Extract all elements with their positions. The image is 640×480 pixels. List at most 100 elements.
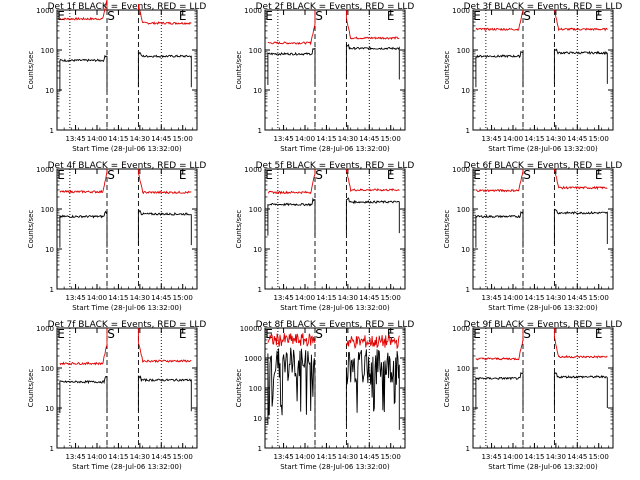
x-tick-label: 14:00 [87, 453, 107, 461]
x-tick-label: 14:45 [151, 135, 171, 143]
events-series-line [475, 211, 524, 248]
x-axis-label: Start Time (28-Jul-06 13:32:00) [280, 304, 390, 312]
y-tick-label: 1000 [36, 7, 54, 15]
panel-det-2: Det 2f BLACK = Events, RED = LLD 1 10 100 10… [235, 2, 414, 153]
lld-series-line [345, 10, 400, 40]
x-tick-label: 14:45 [567, 294, 587, 302]
y-tick-label: 1 [466, 286, 470, 294]
plot-frame [56, 327, 198, 449]
x-tick-label: 14:00 [87, 294, 107, 302]
x-tick-label: 14:30 [130, 135, 150, 143]
panel-det-9: Det 9f BLACK = Events, RED = LLD 1 10 100 10… [443, 320, 622, 471]
y-tick-label: 100 [249, 385, 262, 393]
x-tick-label: 13:45 [65, 135, 85, 143]
y-tick-label: 100 [249, 206, 262, 214]
panel-title: Det 9f BLACK = Events, RED = LLD [464, 320, 623, 330]
lld-series-line [137, 328, 192, 363]
plot-frame [56, 168, 198, 290]
event-marker: E [473, 168, 481, 182]
y-tick-label: 1000 [452, 166, 470, 174]
panel-det-3: Det 3f BLACK = Events, RED = LLD 1 10 100 10… [443, 2, 622, 153]
x-tick-label: 14:15 [108, 294, 128, 302]
x-tick-label: 14:45 [359, 135, 379, 143]
events-series-line [137, 51, 192, 88]
y-tick-label: 10 [461, 405, 470, 413]
x-tick-label: 15:00 [173, 453, 193, 461]
panel-title: Det 7f BLACK = Events, RED = LLD [48, 320, 207, 330]
events-series-line [553, 48, 608, 84]
x-tick-label: 14:30 [130, 294, 150, 302]
event-marker: S [523, 327, 531, 341]
y-axis-label: Counts/sec [235, 51, 243, 90]
lld-series-line [345, 334, 400, 350]
events-series-line [475, 372, 524, 410]
lld-series-line [553, 169, 608, 191]
x-tick-label: 14:30 [338, 294, 358, 302]
panel-title: Det 6f BLACK = Events, RED = LLD [464, 161, 623, 171]
event-marker: S [315, 168, 323, 182]
y-tick-label: 10 [253, 87, 262, 95]
y-axis-label: Counts/sec [443, 210, 451, 249]
events-series-line [137, 375, 192, 412]
x-axis-label: Start Time (28-Jul-06 13:32:00) [488, 463, 598, 471]
events-series-line [345, 349, 400, 430]
x-tick-label: 14:30 [546, 135, 566, 143]
panel-title: Det 5f BLACK = Events, RED = LLD [256, 161, 415, 171]
y-tick-label: 10000 [240, 325, 262, 333]
events-series-line [553, 208, 608, 244]
event-marker: E [179, 9, 187, 23]
events-series-line [59, 54, 108, 92]
plot-frame [472, 168, 614, 290]
plot-frame [472, 9, 614, 131]
event-marker: E [387, 327, 395, 341]
panel-det-8: Det 8f BLACK = Events, RED = LLD 1 10 100 10… [235, 320, 414, 471]
x-tick-label: 14:45 [359, 294, 379, 302]
lld-series-line [475, 328, 524, 361]
y-tick-label: 10 [253, 246, 262, 254]
panel-title: Det 2f BLACK = Events, RED = LLD [256, 2, 415, 12]
x-tick-label: 15:00 [173, 294, 193, 302]
event-marker: E [57, 168, 65, 182]
plot-frame [56, 9, 198, 131]
event-marker: S [107, 9, 115, 23]
y-axis-label: Counts/sec [27, 51, 35, 90]
x-tick-label: 13:45 [481, 135, 501, 143]
event-marker: S [523, 9, 531, 23]
events-series-line [59, 375, 108, 413]
lld-series-line [59, 328, 108, 366]
panel-det-5: Det 5f BLACK = Events, RED = LLD 1 10 100 10… [235, 161, 414, 312]
y-tick-label: 100 [457, 365, 470, 373]
x-tick-label: 15:00 [381, 294, 401, 302]
x-axis-label: Start Time (28-Jul-06 13:32:00) [72, 463, 182, 471]
event-marker: E [595, 9, 603, 23]
x-tick-label: 15:00 [381, 453, 401, 461]
y-tick-label: 1000 [244, 7, 262, 15]
y-tick-label: 100 [41, 47, 54, 55]
x-tick-label: 14:00 [295, 453, 315, 461]
event-marker: E [473, 9, 481, 23]
event-marker: E [387, 9, 395, 23]
x-tick-label: 14:00 [295, 294, 315, 302]
y-tick-label: 10 [45, 405, 54, 413]
events-series-line [59, 210, 108, 248]
y-tick-label: 1000 [36, 325, 54, 333]
events-series-line [267, 47, 316, 85]
x-axis-label: Start Time (28-Jul-06 13:32:00) [280, 463, 390, 471]
event-marker: S [107, 168, 115, 182]
events-series-line [137, 209, 192, 246]
y-tick-label: 1 [466, 127, 470, 135]
y-tick-label: 1000 [244, 355, 262, 363]
lld-series-line [59, 169, 108, 194]
x-tick-label: 14:45 [567, 135, 587, 143]
x-tick-label: 14:15 [316, 135, 336, 143]
y-tick-label: 1000 [452, 7, 470, 15]
events-series-line [345, 197, 400, 234]
x-tick-label: 14:45 [567, 453, 587, 461]
x-tick-label: 13:45 [65, 294, 85, 302]
x-tick-label: 14:15 [316, 294, 336, 302]
y-tick-label: 1 [258, 286, 262, 294]
lld-series-line [345, 169, 400, 193]
lld-series-line [267, 331, 316, 347]
y-tick-label: 1 [50, 286, 54, 294]
